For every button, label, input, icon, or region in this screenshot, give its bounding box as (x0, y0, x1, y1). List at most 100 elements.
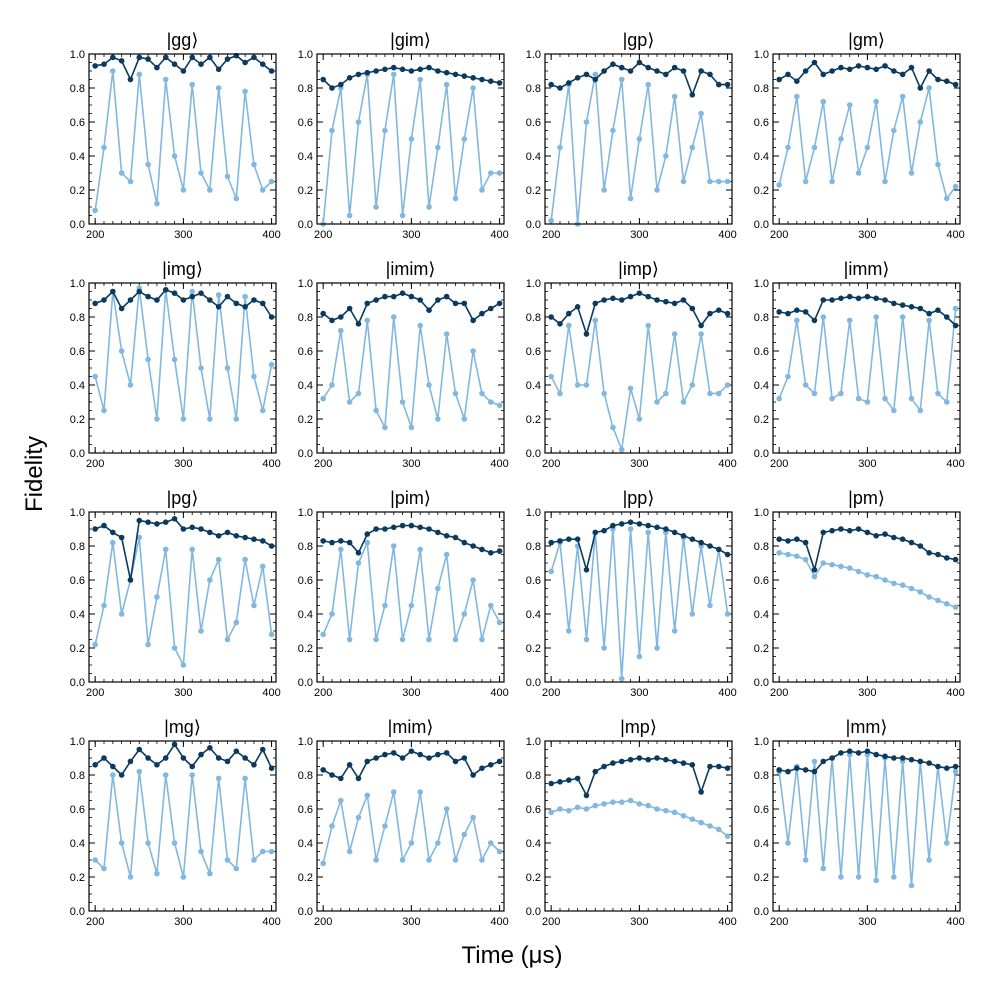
data-point-lower (785, 373, 791, 380)
data-point-lower (487, 602, 494, 609)
data-point-upper (864, 529, 871, 536)
data-point-upper (724, 310, 731, 317)
y-tick-label: 1.0 (298, 736, 313, 748)
data-point-lower (794, 553, 800, 559)
data-point-upper (935, 76, 941, 83)
data-point-lower (802, 178, 809, 185)
data-point-upper (145, 293, 151, 300)
data-point-lower (171, 840, 178, 846)
subplot: |img⟩ 0.0 0.2 0.4 0.6 0.8 1.0 200 300 400 (70, 259, 281, 470)
x-tick-label: 200 (86, 458, 104, 470)
y-tick-label: 0.8 (298, 312, 313, 324)
y-tick-label: 0.6 (70, 117, 85, 129)
data-point-upper (355, 775, 362, 782)
data-point-lower (338, 797, 344, 804)
data-point-upper (548, 81, 554, 88)
data-point-lower (373, 636, 379, 643)
data-point-lower (320, 395, 326, 402)
data-point-upper (452, 300, 459, 307)
data-point-lower (224, 365, 231, 371)
x-tick-label: 400 (718, 916, 736, 928)
data-point-upper (882, 531, 888, 537)
data-point-lower (952, 305, 959, 312)
data-point-lower (110, 772, 116, 778)
x-tick-label: 200 (770, 458, 788, 470)
data-point-upper (785, 310, 791, 317)
data-point-upper (715, 307, 722, 314)
data-point-upper (399, 66, 406, 73)
data-point-lower (926, 317, 932, 324)
data-point-upper (882, 753, 888, 760)
y-tick-label: 0.4 (754, 838, 769, 850)
data-point-upper (583, 792, 590, 799)
data-point-lower (794, 317, 800, 324)
data-point-upper (171, 290, 178, 297)
data-point-upper (864, 748, 871, 754)
data-point-lower (487, 840, 494, 846)
data-point-upper (952, 322, 959, 329)
data-point-upper (627, 756, 634, 763)
y-tick-label: 0.4 (70, 151, 85, 163)
data-point-upper (145, 755, 151, 761)
data-point-upper (557, 321, 563, 327)
data-point-lower (233, 416, 240, 422)
data-point-lower (399, 212, 406, 219)
data-point-lower (785, 551, 791, 558)
data-point-upper (636, 521, 643, 527)
x-tick-label: 300 (858, 458, 876, 470)
data-point-lower (259, 187, 266, 193)
data-point-upper (207, 529, 213, 536)
panel-title: |imim⟩ (386, 259, 436, 279)
subplot: |gp⟩ 0.0 0.2 0.4 0.6 0.8 1.0 200 300 400 (526, 30, 737, 241)
data-point-lower (479, 857, 485, 863)
y-tick-label: 0.6 (298, 117, 313, 129)
data-point-upper (794, 78, 800, 84)
data-point-lower (136, 534, 143, 541)
y-tick-label: 0.0 (754, 219, 769, 231)
data-point-upper (224, 56, 231, 62)
data-point-lower (707, 390, 713, 397)
plot-frame (544, 282, 733, 454)
data-point-upper (118, 534, 125, 541)
data-point-upper (671, 758, 678, 765)
data-point-upper (189, 763, 196, 770)
data-point-upper (373, 297, 379, 303)
data-point-upper (794, 536, 800, 542)
data-point-lower (776, 395, 782, 402)
data-point-upper (811, 567, 818, 573)
data-point-upper (162, 54, 169, 61)
data-point-upper (680, 533, 687, 539)
y-tick-label: 0.6 (754, 575, 769, 587)
data-point-upper (698, 322, 704, 329)
data-point-lower (215, 292, 222, 298)
y-tick-label: 0.2 (298, 414, 313, 426)
data-point-upper (259, 746, 266, 753)
data-point-upper (820, 529, 827, 536)
data-point-lower (470, 577, 476, 583)
data-point-lower (101, 407, 107, 414)
data-point-lower (548, 568, 554, 575)
x-tick-label: 300 (402, 916, 420, 928)
y-tick-label: 0.0 (298, 677, 313, 689)
subplot: |gg⟩ 0.0 0.2 0.4 0.6 0.8 1.0 200 300 400 (70, 30, 281, 241)
data-point-lower (654, 645, 660, 651)
data-point-lower (268, 361, 275, 368)
y-tick-label: 0.4 (298, 838, 313, 850)
data-point-upper (382, 526, 388, 532)
data-point-upper (846, 66, 853, 73)
data-point-lower (329, 382, 335, 388)
subplot: |imp⟩ 0.0 0.2 0.4 0.6 0.8 1.0 200 300 400 (526, 259, 737, 470)
data-point-upper (627, 519, 634, 525)
data-point-upper (346, 75, 353, 81)
data-point-lower (689, 611, 696, 617)
data-point-lower (935, 161, 941, 168)
x-tick-label: 400 (490, 916, 508, 928)
data-point-lower (820, 98, 827, 105)
y-tick-label: 1.0 (526, 736, 541, 748)
data-point-lower (627, 797, 634, 804)
y-tick-label: 0.6 (70, 346, 85, 358)
data-point-lower (180, 187, 187, 193)
data-point-lower (154, 416, 160, 422)
data-point-upper (917, 758, 924, 765)
data-point-upper (171, 741, 178, 748)
